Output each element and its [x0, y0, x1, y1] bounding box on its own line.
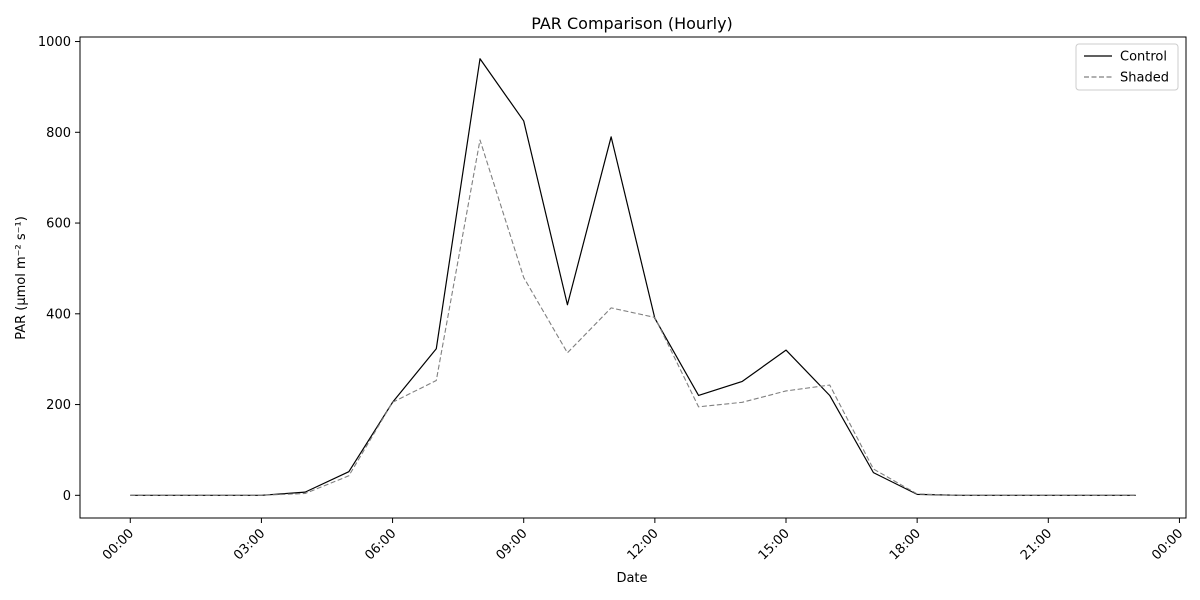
- x-axis-title: Date: [616, 571, 647, 586]
- x-tick-label: 00:00: [100, 526, 137, 563]
- x-tick-label: 18:00: [887, 526, 924, 563]
- y-tick-label: 600: [46, 217, 71, 232]
- x-tick-label: 03:00: [231, 526, 268, 563]
- y-tick-label: 1000: [38, 35, 71, 50]
- legend-label-control: Control: [1120, 50, 1167, 65]
- x-tick-label: 00:00: [1149, 526, 1186, 563]
- plot-frame: [79, 36, 1187, 519]
- series-line-shaded: [130, 139, 1136, 496]
- legend: Control Shaded: [1075, 43, 1179, 91]
- x-tick-label: 15:00: [756, 526, 793, 563]
- y-tick-label: 800: [46, 126, 71, 141]
- chart-title: PAR Comparison (Hourly): [531, 14, 733, 33]
- y-axis: 0 200 400 600 800 1000: [38, 35, 80, 504]
- x-tick-label: 21:00: [1018, 526, 1055, 563]
- y-tick-label: 400: [46, 307, 71, 322]
- plot-area: [79, 36, 1187, 519]
- legend-label-shaded: Shaded: [1120, 71, 1169, 86]
- x-axis: 00:00 03:00 06:00 09:00 12:00 15:00 18:00 21:00…: [100, 518, 1186, 563]
- y-axis-title: PAR (µmol m⁻² s⁻¹): [14, 216, 29, 340]
- series-line-control: [130, 58, 1136, 496]
- y-tick-label: 200: [46, 398, 71, 413]
- x-tick-label: 09:00: [493, 526, 530, 563]
- y-tick-label: 0: [63, 489, 71, 504]
- x-tick-label: 12:00: [625, 526, 662, 563]
- x-tick-label: 06:00: [362, 526, 399, 563]
